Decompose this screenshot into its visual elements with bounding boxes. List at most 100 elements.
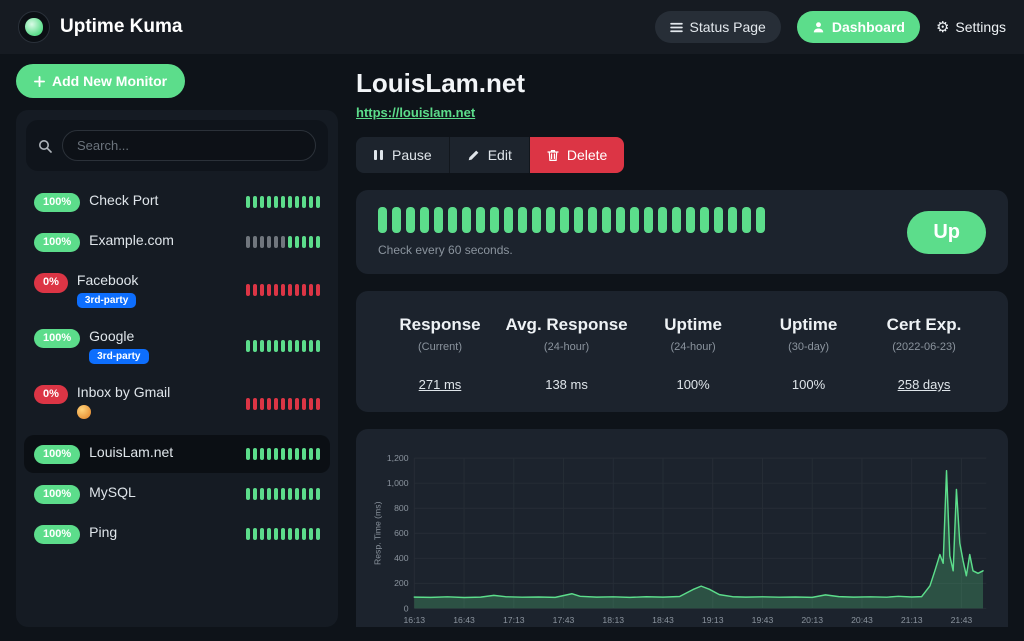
uptime-badge: 0% — [34, 384, 68, 405]
beat-up — [462, 207, 471, 233]
beat-up — [253, 196, 257, 209]
search-icon — [38, 139, 52, 153]
edit-button[interactable]: Edit — [448, 137, 529, 173]
monitor-item-check-port[interactable]: 100% Check Port — [24, 183, 330, 221]
beat-down — [246, 284, 250, 297]
beat-up — [602, 207, 611, 233]
stat-subtitle: (24-hour) — [543, 341, 590, 353]
beat-down — [281, 284, 285, 297]
chart-card: 0 200 400 600 800 1,000 1,200 16:13 16:43 17:13 17… — [356, 429, 1008, 627]
page-title: LouisLam.net — [356, 68, 526, 98]
delete-button[interactable]: Delete — [528, 137, 625, 173]
beat-up — [260, 196, 264, 209]
plus-icon — [34, 75, 45, 87]
beat-up — [253, 447, 257, 460]
svg-text:16:13: 16:13 — [403, 615, 425, 625]
stat-value: 138 ms — [545, 377, 588, 392]
svg-text:21:13: 21:13 — [901, 615, 923, 625]
beat-down — [281, 397, 285, 410]
svg-text:200: 200 — [394, 578, 409, 588]
add-monitor-button[interactable]: Add New Monitor — [16, 64, 186, 98]
heartbeat-mini — [246, 340, 320, 353]
svg-text:18:43: 18:43 — [652, 615, 674, 625]
beat-up — [302, 196, 306, 209]
status-up-badge: Up — [907, 210, 986, 254]
beat-down — [288, 284, 292, 297]
beat-up — [302, 236, 306, 249]
beat-up — [518, 207, 527, 233]
beat-empty — [274, 236, 278, 249]
monitor-info: 100% Check Port — [34, 192, 158, 213]
beat-up — [490, 207, 499, 233]
monitor-item-louislam-net[interactable]: 100% LouisLam.net — [24, 434, 330, 473]
beat-up — [302, 528, 306, 541]
beat-up — [309, 236, 313, 249]
beat-up — [588, 207, 597, 233]
monitor-meta: Inbox by Gmail — [76, 383, 171, 424]
uptime-badge: 100% — [34, 444, 81, 464]
person-icon — [812, 21, 825, 34]
monitor-item-facebook[interactable]: 0% Facebook 3rd-party — [24, 263, 330, 317]
heartbeat-mini — [246, 528, 320, 541]
stat-title: Response — [399, 315, 481, 334]
monitor-item-google[interactable]: 100% Google 3rd-party — [24, 319, 330, 373]
beat-up — [309, 447, 313, 460]
beat-down — [288, 397, 292, 410]
svg-text:21:43: 21:43 — [951, 615, 973, 625]
monitor-item-ping[interactable]: 100% Ping — [24, 515, 330, 553]
beat-up — [288, 447, 292, 460]
beat-down — [302, 284, 306, 297]
third-party-badge: 3rd-party — [89, 348, 149, 364]
beat-down — [295, 397, 299, 410]
beat-up — [260, 447, 264, 460]
beat-up — [267, 488, 271, 501]
monitor-name: Google — [89, 328, 135, 345]
third-party-badge: 3rd-party — [76, 293, 137, 309]
search-input[interactable] — [62, 130, 316, 161]
beat-up — [288, 196, 292, 209]
monitor-url-link[interactable]: https://louislam.net — [356, 105, 476, 120]
beat-empty — [267, 236, 271, 249]
monitor-item-example-com[interactable]: 100% Example.com — [24, 223, 330, 261]
monitor-item-mysql[interactable]: 100% MySQL — [24, 475, 330, 513]
beat-up — [288, 528, 292, 541]
dashboard-button[interactable]: Dashboard — [796, 11, 920, 43]
uptime-badge: 100% — [34, 193, 81, 213]
beat-up — [316, 236, 320, 249]
beat-empty — [253, 236, 257, 249]
monitor-item-inbox-by-gmail[interactable]: 0% Inbox by Gmail — [24, 375, 330, 433]
heartbeat-mini — [246, 488, 320, 501]
monitor-name: LouisLam.net — [89, 443, 174, 460]
beat-up — [546, 207, 555, 233]
monitor-meta: Facebook 3rd-party — [76, 272, 139, 309]
beat-up — [316, 340, 320, 353]
beat-up — [274, 488, 278, 501]
beat-up — [700, 207, 709, 233]
beat-up — [672, 207, 681, 233]
stat-title: Uptime — [779, 315, 838, 334]
status-page-button[interactable]: Status Page — [654, 11, 781, 43]
heartbeat-mini — [246, 236, 320, 249]
beat-up — [756, 207, 765, 233]
stat-subtitle: (2022-06-23) — [892, 341, 956, 353]
pause-button[interactable]: Pause — [356, 137, 449, 173]
monitor-name: Ping — [89, 524, 118, 541]
monitor-name: Inbox by Gmail — [76, 383, 171, 400]
beat-up — [504, 207, 513, 233]
svg-text:18:13: 18:13 — [602, 615, 624, 625]
beat-up — [406, 207, 415, 233]
trash-icon — [547, 149, 559, 162]
beat-up — [434, 207, 443, 233]
brand[interactable]: Uptime Kuma — [18, 11, 182, 43]
stat-column-1: Avg. Response (24-hour) 138 ms — [505, 315, 627, 392]
uptime-badge: 100% — [34, 484, 81, 505]
beat-up — [267, 528, 271, 541]
monitor-name: Facebook — [76, 272, 139, 289]
settings-button[interactable]: ⚙ Settings — [936, 19, 1006, 35]
beat-down — [309, 397, 313, 410]
heartbeat-bar — [378, 207, 883, 233]
beat-up — [295, 528, 299, 541]
beat-up — [267, 196, 271, 209]
beat-down — [267, 397, 271, 410]
beat-up — [281, 528, 285, 541]
